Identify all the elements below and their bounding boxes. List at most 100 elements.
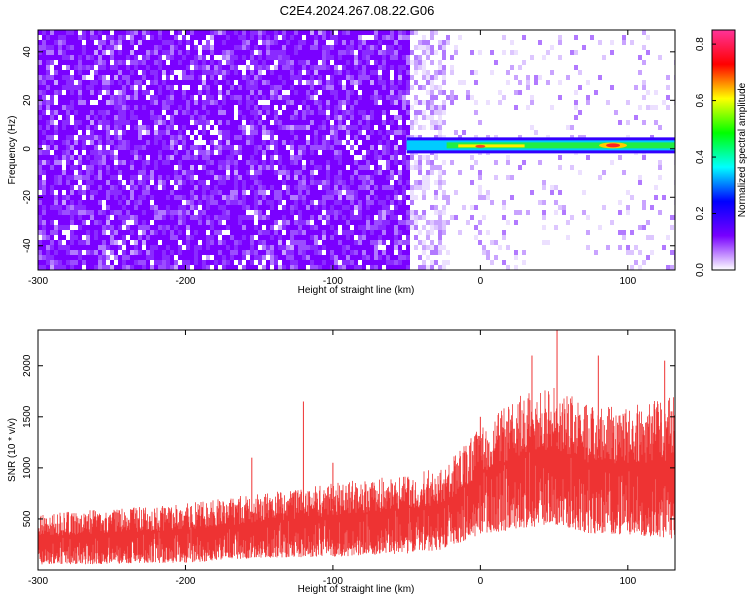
heatmap-cell (62, 265, 66, 270)
heatmap-cell (298, 115, 302, 120)
heatmap-cell (334, 235, 338, 240)
heatmap-cell (214, 110, 218, 115)
heatmap-cell (166, 105, 170, 110)
heatmap-cell (462, 205, 466, 210)
heatmap-cell (170, 140, 174, 145)
heatmap-cell (358, 185, 362, 190)
heatmap-cell (370, 125, 374, 130)
heatmap-cell (398, 90, 402, 95)
heatmap-cell (222, 110, 226, 115)
heatmap-cell (382, 180, 386, 185)
heatmap-cell (454, 190, 458, 195)
heatmap-cell (338, 165, 342, 170)
heatmap-cell (54, 170, 58, 175)
heatmap-cell (314, 190, 318, 195)
heatmap-cell (158, 95, 162, 100)
heatmap-cell (290, 195, 294, 200)
heatmap-cell (298, 80, 302, 85)
heatmap-cell (186, 145, 190, 150)
x-tick-label: 0 (478, 276, 484, 287)
heatmap-cell (158, 180, 162, 185)
heatmap-cell (234, 75, 238, 80)
heatmap-cell (398, 35, 402, 40)
heatmap-cell (190, 150, 194, 155)
heatmap-cell (282, 140, 286, 145)
heatmap-cell (274, 80, 278, 85)
heatmap-cell (302, 235, 306, 240)
heatmap-cell (370, 215, 374, 220)
heatmap-cell (358, 150, 362, 155)
heatmap-cell (70, 105, 74, 110)
heatmap-cell (46, 200, 50, 205)
heatmap-cell (442, 80, 446, 85)
heatmap-cell (154, 215, 158, 220)
heatmap-cell (378, 225, 382, 230)
heatmap-cell (242, 30, 246, 35)
heatmap-cell (250, 225, 254, 230)
heatmap-cell (338, 35, 342, 40)
heatmap-cell (102, 40, 106, 45)
heatmap-cell (358, 200, 362, 205)
heatmap-cell (122, 265, 126, 270)
heatmap-cell (186, 110, 190, 115)
heatmap-cell (46, 70, 50, 75)
heatmap-cell (126, 180, 130, 185)
heatmap-cell (162, 150, 166, 155)
heatmap-cell (610, 40, 614, 45)
heatmap-cell (402, 75, 406, 80)
heatmap-cell (370, 205, 374, 210)
heatmap-cell (438, 235, 442, 240)
heatmap-cell (334, 225, 338, 230)
heatmap-cell (150, 175, 154, 180)
heatmap-cell (70, 45, 74, 50)
heatmap-cell (138, 205, 142, 210)
heatmap-cell (274, 185, 278, 190)
heatmap-cell (86, 90, 90, 95)
heatmap-cell (270, 240, 274, 245)
heatmap-cell (378, 150, 382, 155)
heatmap-cell (318, 250, 322, 255)
heatmap-cell (222, 215, 226, 220)
heatmap-cell (162, 125, 166, 130)
heatmap-cell (302, 90, 306, 95)
heatmap-cell (406, 35, 410, 40)
heatmap-cell (210, 260, 214, 265)
heatmap-cell (262, 80, 266, 85)
heatmap-cell (74, 55, 78, 60)
heatmap-cell (270, 235, 274, 240)
heatmap-cell (186, 115, 190, 120)
heatmap-cell (38, 125, 42, 130)
heatmap-cell (238, 160, 242, 165)
heatmap-cell (402, 130, 406, 135)
heatmap-cell (278, 255, 282, 260)
heatmap-cell (106, 55, 110, 60)
heatmap-cell (358, 160, 362, 165)
heatmap-cell (78, 120, 82, 125)
heatmap-cell (150, 135, 154, 140)
heatmap-cell (486, 250, 490, 255)
heatmap-cell (318, 75, 322, 80)
heatmap-cell (266, 220, 270, 225)
heatmap-cell (322, 40, 326, 45)
heatmap-cell (366, 30, 370, 35)
heatmap-cell (70, 140, 74, 145)
heatmap-cell (94, 145, 98, 150)
heatmap-cell (182, 160, 186, 165)
heatmap-cell (302, 115, 306, 120)
heatmap-cell (334, 40, 338, 45)
heatmap-cell (366, 60, 370, 65)
heatmap-cell (162, 60, 166, 65)
heatmap-cell (350, 255, 354, 260)
heatmap-cell (94, 240, 98, 245)
heatmap-cell (394, 265, 398, 270)
heatmap-cell (318, 245, 322, 250)
heatmap-cell (306, 70, 310, 75)
heatmap-cell (166, 45, 170, 50)
heatmap-cell (254, 120, 258, 125)
heatmap-cell (438, 240, 442, 245)
heatmap-cell (310, 110, 314, 115)
heatmap-cell (442, 45, 446, 50)
heatmap-cell (178, 85, 182, 90)
heatmap-cell (266, 150, 270, 155)
heatmap-cell (202, 125, 206, 130)
